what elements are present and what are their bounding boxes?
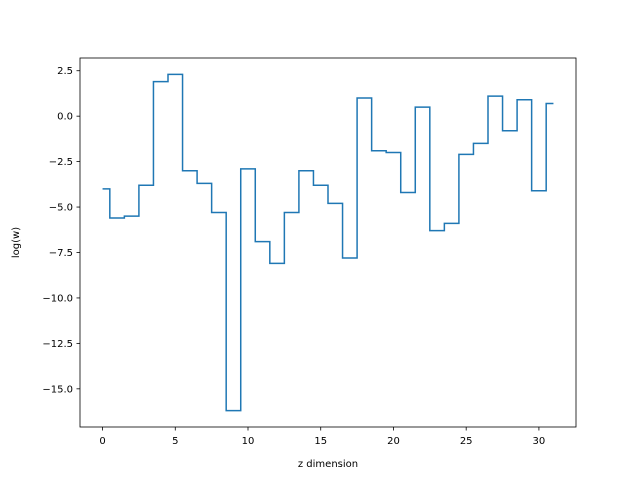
y-tick-label: −15.0 [42, 384, 73, 395]
y-tick-label: −2.5 [49, 157, 73, 168]
y-axis-ticks: 2.5 0.0 −2.5 −5.0 −7.5 −10.0 −12.5 −15.0 [42, 66, 80, 395]
y-axis-label: log(w) [11, 227, 22, 258]
x-tick-label: 5 [172, 436, 178, 447]
y-tick-label: 2.5 [57, 66, 73, 77]
y-tick-label: −10.0 [42, 293, 73, 304]
y-tick-label: 0.0 [57, 112, 73, 123]
x-tick-label: 15 [314, 436, 327, 447]
y-tick-label: −7.5 [49, 248, 73, 259]
x-axis-label: z dimension [298, 459, 358, 470]
series-line-0 [102, 73, 554, 412]
x-tick-label: 0 [99, 436, 105, 447]
x-tick-label: 30 [533, 436, 546, 447]
x-tick-label: 20 [387, 436, 400, 447]
x-axis-ticks: 0 5 10 15 20 25 30 [99, 427, 545, 447]
y-tick-label: −12.5 [42, 339, 73, 350]
x-tick-label: 25 [460, 436, 473, 447]
series-layer [102, 73, 554, 412]
y-tick-label: −5.0 [49, 203, 73, 214]
x-tick-label: 10 [242, 436, 255, 447]
plot-frame [79, 57, 577, 428]
